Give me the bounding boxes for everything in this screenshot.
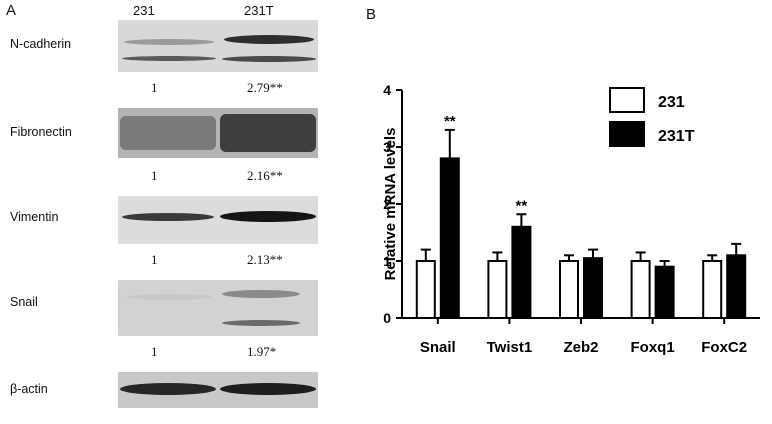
- bar-231-snail: [415, 260, 436, 319]
- y-tick-label: 4: [383, 82, 391, 98]
- significance-marker: **: [444, 113, 456, 130]
- band: [222, 290, 300, 298]
- blot-label-n-cadherin: N-cadherin: [10, 37, 72, 51]
- legend-label-231: 231: [658, 94, 685, 111]
- band: [124, 39, 214, 45]
- band: [222, 320, 300, 326]
- band: [126, 294, 212, 300]
- y-axis-label: Relative mRNA levels: [382, 128, 399, 281]
- x-tick-label: Zeb2: [563, 339, 598, 356]
- band: [120, 383, 216, 395]
- y-tick-label: 1: [383, 253, 391, 269]
- bar-231-foxq1: [630, 260, 651, 319]
- bar-231-foxc2: [702, 260, 723, 319]
- y-tick-label: 0: [383, 310, 391, 326]
- band: [222, 56, 316, 62]
- legend-label-231t: 231T: [658, 128, 695, 145]
- blot-label-fibronectin: Fibronectin: [10, 125, 72, 139]
- significance-marker: **: [516, 197, 528, 214]
- blot-label-beta-actin: β-actin: [10, 382, 48, 396]
- bar-231t-foxq1: [654, 265, 675, 320]
- x-tick-label: Snail: [420, 339, 456, 356]
- band: [122, 213, 214, 221]
- quant-n-cadherin-231T: 2.79**: [247, 80, 283, 95]
- legend-swatch-231t: [609, 121, 645, 147]
- bar-231t-twist1: [511, 225, 532, 319]
- quant-vimentin-231: 1: [151, 252, 158, 267]
- band: [220, 211, 316, 222]
- x-tick-label: Twist1: [487, 339, 533, 356]
- blot-beta-actin: [118, 372, 318, 408]
- blot-vimentin: [118, 196, 318, 244]
- bar-231-twist1: [487, 260, 508, 319]
- blot-fibronectin: [118, 108, 318, 158]
- band: [220, 383, 316, 395]
- quant-n-cadherin-231: 1: [151, 80, 158, 95]
- quant-snail-231T: 1.97*: [247, 344, 277, 359]
- lane-header-231T: 231T: [244, 3, 274, 18]
- x-tick-label: FoxC2: [701, 339, 747, 356]
- band: [122, 56, 216, 61]
- blot-snail: [118, 280, 318, 336]
- blot-n-cadherin: [118, 20, 318, 72]
- panel-a-letter: A: [6, 2, 17, 19]
- lane-header-231: 231: [133, 3, 155, 18]
- y-tick-label: 3: [383, 139, 391, 155]
- blot-label-snail: Snail: [10, 295, 38, 309]
- blot-label-vimentin: Vimentin: [10, 210, 59, 224]
- legend-swatch-231: [609, 87, 645, 113]
- quant-snail-231: 1: [151, 344, 158, 359]
- band: [120, 116, 216, 150]
- bar-231t-snail: [439, 157, 460, 319]
- bar-231t-foxc2: [726, 254, 747, 320]
- band: [220, 114, 316, 152]
- band: [224, 35, 314, 44]
- panel-b-letter: B: [366, 6, 376, 23]
- bar-231-zeb2: [559, 260, 579, 319]
- quant-fibronectin-231T: 2.16**: [247, 168, 283, 183]
- x-tick-label: Foxq1: [631, 339, 675, 356]
- bar-chart: B 0 1 2 3 4 Relative mRNA levels ** Snail ** Twis…: [366, 6, 760, 356]
- quant-fibronectin-231: 1: [151, 168, 158, 183]
- bar-231t-zeb2: [583, 257, 603, 319]
- y-tick-label: 2: [383, 196, 391, 212]
- quant-vimentin-231T: 2.13**: [247, 252, 283, 267]
